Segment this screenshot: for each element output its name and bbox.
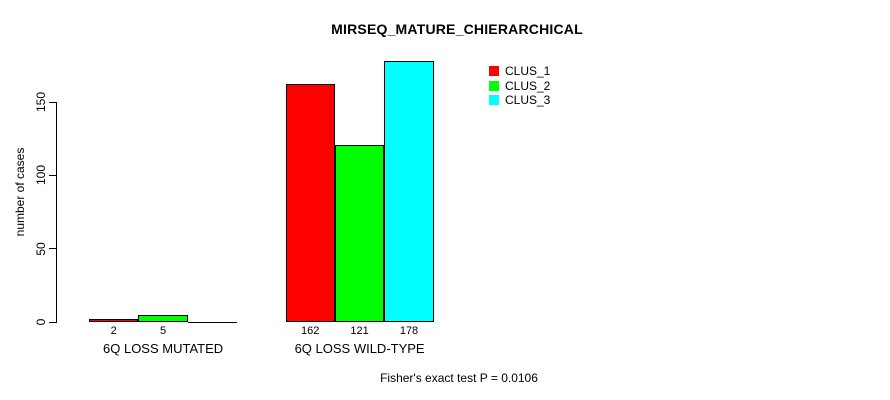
zero-bar-line (187, 321, 238, 323)
legend-item: CLUS_1 (489, 64, 550, 79)
y-tick-label: 50 (34, 241, 48, 256)
legend-swatch-clus_1 (489, 66, 499, 77)
y-tick-mark (49, 248, 56, 250)
bar-value-label: 2 (110, 325, 117, 337)
legend-swatch-clus_3 (489, 95, 499, 106)
bar-clus_2-group2 (334, 144, 385, 322)
y-tick-mark (49, 321, 56, 323)
legend-item: CLUS_2 (489, 79, 550, 94)
y-axis-line (56, 101, 57, 323)
bar-value-label: 178 (399, 325, 419, 337)
y-tick-label: 100 (34, 165, 48, 186)
bar-clus_2-group1 (138, 314, 188, 322)
chart-title: MIRSEQ_MATURE_CHIERARCHICAL (331, 21, 583, 37)
bar-value-label: 162 (301, 325, 320, 337)
legend-item: CLUS_3 (489, 93, 550, 108)
y-tick-mark (49, 101, 56, 103)
legend-label: CLUS_1 (505, 64, 551, 79)
x-category-label: 6Q LOSS WILD-TYPE (294, 341, 425, 356)
y-tick-label: 0 (34, 318, 48, 326)
bar-value-label: 5 (160, 325, 167, 337)
footnote-text: Fisher's exact test P = 0.0106 (380, 371, 538, 385)
bar-value-label: 121 (350, 325, 369, 337)
bar-clus_1-group2 (285, 84, 335, 322)
bar-clus_3-group2 (384, 60, 434, 322)
bar-clus_1-group1 (89, 319, 139, 322)
legend-swatch-clus_2 (489, 80, 499, 91)
x-category-label: 6Q LOSS MUTATED (103, 341, 224, 356)
legend-label: CLUS_3 (505, 93, 551, 108)
y-tick-label: 150 (34, 91, 48, 113)
legend: CLUS_1 CLUS_2 CLUS_3 (489, 64, 550, 108)
legend-label: CLUS_2 (505, 78, 551, 93)
y-tick-mark (49, 174, 56, 176)
